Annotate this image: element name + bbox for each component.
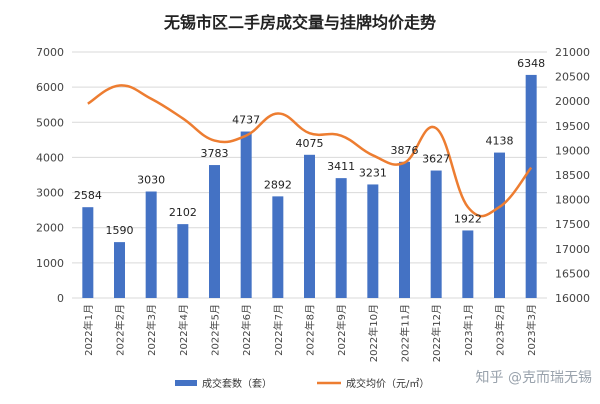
bar-value-label: 3030 xyxy=(137,174,165,187)
x-tick-label: 2022年10月 xyxy=(367,304,380,362)
x-tick-label: 2022年2月 xyxy=(114,304,127,356)
bar xyxy=(336,178,347,298)
bar-value-label: 1590 xyxy=(106,224,134,237)
right-tick-label: 19000 xyxy=(555,144,590,157)
x-tick-label: 2023年2月 xyxy=(494,304,507,356)
left-tick-label: 7000 xyxy=(36,46,64,59)
bar xyxy=(177,224,188,298)
left-tick-label: 1000 xyxy=(36,257,64,270)
bar xyxy=(209,165,220,298)
bar-value-label: 3876 xyxy=(391,144,419,157)
x-tick-label: 2023年3月 xyxy=(525,304,538,356)
right-tick-label: 18000 xyxy=(555,194,590,207)
bar xyxy=(304,155,315,298)
bar xyxy=(114,242,125,298)
bar-value-label: 1922 xyxy=(454,212,482,225)
x-tick-label: 2022年11月 xyxy=(399,304,412,362)
x-tick-label: 2022年7月 xyxy=(272,304,285,356)
bar-value-label: 4737 xyxy=(232,114,260,127)
x-tick-label: 2023年1月 xyxy=(462,304,475,356)
legend: 成交套数（套） 成交均价（元/㎡） xyxy=(175,377,429,390)
x-tick-label: 2022年8月 xyxy=(304,304,317,356)
bar-value-label: 4075 xyxy=(296,137,324,150)
right-tick-label: 18500 xyxy=(555,169,590,182)
left-tick-label: 2000 xyxy=(36,222,64,235)
right-axis-ticks: 16000 16500 17000 17500 18000 18500 19000 19500… xyxy=(555,46,590,305)
right-tick-label: 17500 xyxy=(555,218,590,231)
x-tick-label: 2022年5月 xyxy=(209,304,222,356)
left-tick-label: 6000 xyxy=(36,81,64,94)
bar-value-label: 3231 xyxy=(359,166,387,179)
bar xyxy=(399,162,410,298)
left-tick-label: 4000 xyxy=(36,151,64,164)
watermark-text: 知乎 @克而瑞无锡 xyxy=(476,369,592,386)
right-tick-label: 20500 xyxy=(555,71,590,84)
right-tick-label: 16500 xyxy=(555,267,590,280)
x-tick-label: 2022年4月 xyxy=(177,304,190,356)
bar xyxy=(494,153,505,298)
bar-value-label: 3627 xyxy=(422,153,450,166)
bar xyxy=(526,75,537,298)
right-tick-label: 16000 xyxy=(555,292,590,305)
chart-title: 无锡市区二手房成交量与挂牌均价走势 xyxy=(163,13,436,32)
x-tick-label: 2022年6月 xyxy=(240,304,253,356)
bar xyxy=(367,184,378,298)
bar-value-label: 2102 xyxy=(169,206,197,219)
right-tick-label: 19500 xyxy=(555,120,590,133)
legend-bar-swatch xyxy=(175,380,197,386)
right-tick-label: 17000 xyxy=(555,243,590,256)
legend-bar-label: 成交套数（套） xyxy=(202,377,272,390)
left-axis-ticks: 0 1000 2000 3000 4000 5000 6000 7000 xyxy=(36,46,64,305)
x-tick-label: 2022年1月 xyxy=(82,304,95,356)
bar-value-label: 4138 xyxy=(486,135,514,148)
x-tick-label: 2022年3月 xyxy=(145,304,158,356)
bar xyxy=(241,132,252,298)
right-tick-label: 21000 xyxy=(555,46,590,59)
bar xyxy=(462,230,473,298)
bar-value-label: 2892 xyxy=(264,178,292,191)
legend-line-label: 成交均价（元/㎡） xyxy=(346,377,429,390)
x-tick-label: 2022年12月 xyxy=(430,304,443,362)
x-axis-ticks: 2022年1月 2022年2月 2022年3月 2022年4月 2022年5月 2022年… xyxy=(82,304,538,362)
right-tick-label: 20000 xyxy=(555,95,590,108)
left-tick-label: 5000 xyxy=(36,116,64,129)
bar xyxy=(82,207,93,298)
left-tick-label: 0 xyxy=(57,292,64,305)
bar xyxy=(272,196,283,298)
bar-value-label: 2584 xyxy=(74,189,102,202)
bar-value-label: 6348 xyxy=(517,57,545,70)
bar xyxy=(146,192,157,298)
bar xyxy=(431,171,442,298)
bar-value-label: 3783 xyxy=(201,147,229,160)
x-tick-label: 2022年9月 xyxy=(335,304,348,356)
left-tick-label: 3000 xyxy=(36,187,64,200)
bar-value-label: 3411 xyxy=(327,160,355,173)
